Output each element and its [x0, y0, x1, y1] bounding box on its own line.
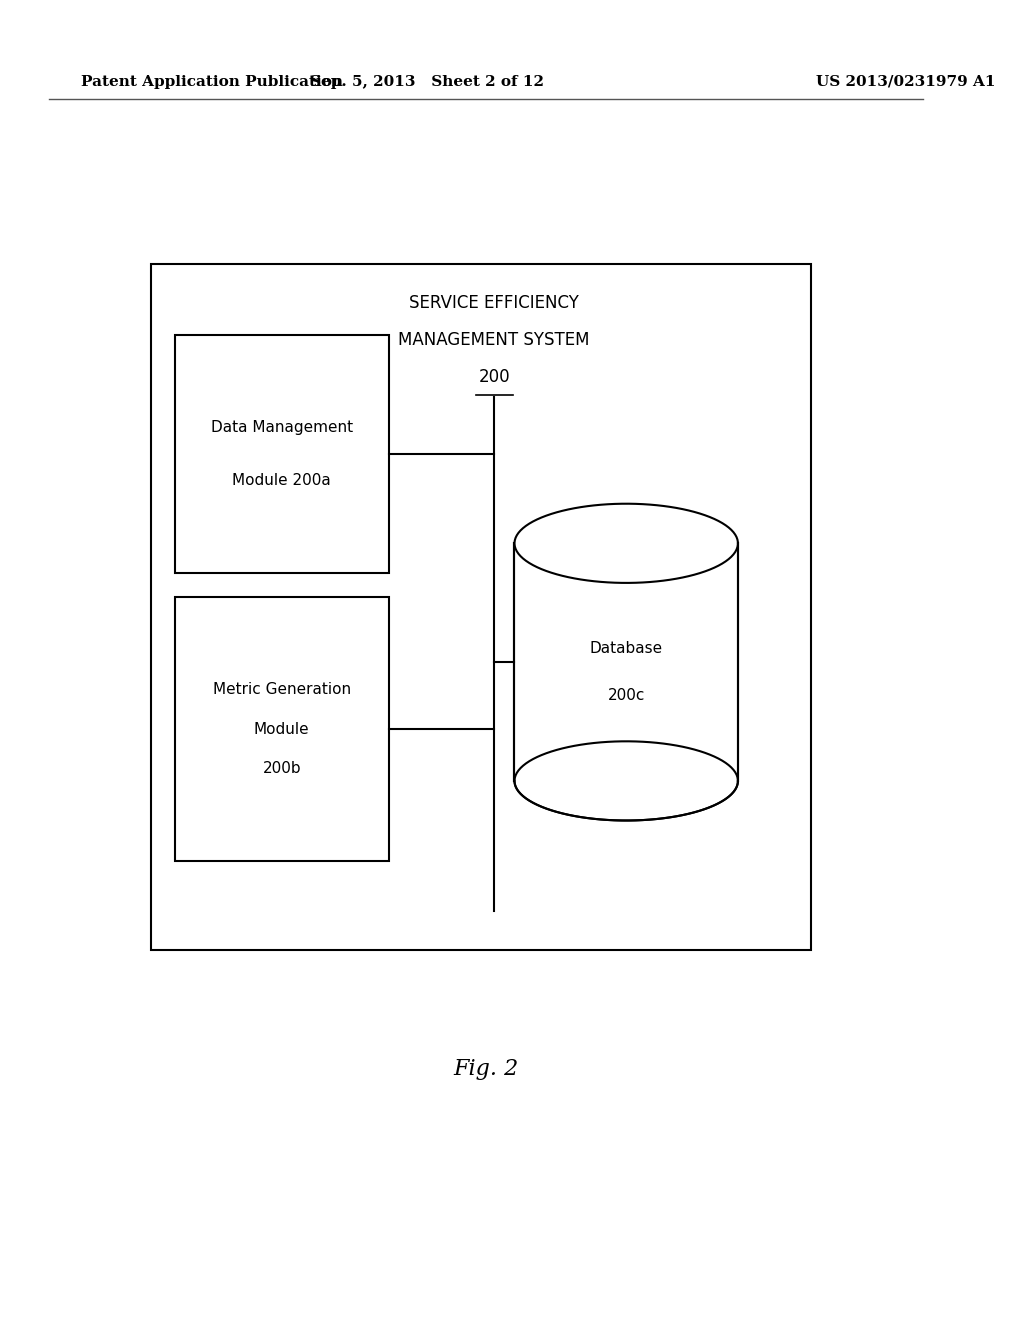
- Polygon shape: [514, 742, 738, 821]
- Text: Data Management: Data Management: [211, 420, 353, 436]
- Text: Module 200a: Module 200a: [232, 473, 331, 488]
- Text: SERVICE EFFICIENCY: SERVICE EFFICIENCY: [410, 294, 579, 313]
- Bar: [175, 597, 388, 861]
- Text: 200b: 200b: [262, 762, 301, 776]
- Text: Module: Module: [254, 722, 309, 737]
- Text: Fig. 2: Fig. 2: [453, 1059, 518, 1080]
- Text: 200: 200: [478, 368, 510, 387]
- Text: Patent Application Publication: Patent Application Publication: [81, 75, 343, 88]
- Text: Metric Generation: Metric Generation: [213, 682, 351, 697]
- Bar: [151, 264, 811, 950]
- Text: Database: Database: [590, 642, 663, 656]
- Text: MANAGEMENT SYSTEM: MANAGEMENT SYSTEM: [398, 331, 590, 350]
- Bar: [175, 335, 388, 573]
- Text: US 2013/0231979 A1: US 2013/0231979 A1: [816, 75, 995, 88]
- Text: Sep. 5, 2013   Sheet 2 of 12: Sep. 5, 2013 Sheet 2 of 12: [310, 75, 545, 88]
- Polygon shape: [514, 504, 738, 583]
- Text: 200c: 200c: [607, 688, 645, 702]
